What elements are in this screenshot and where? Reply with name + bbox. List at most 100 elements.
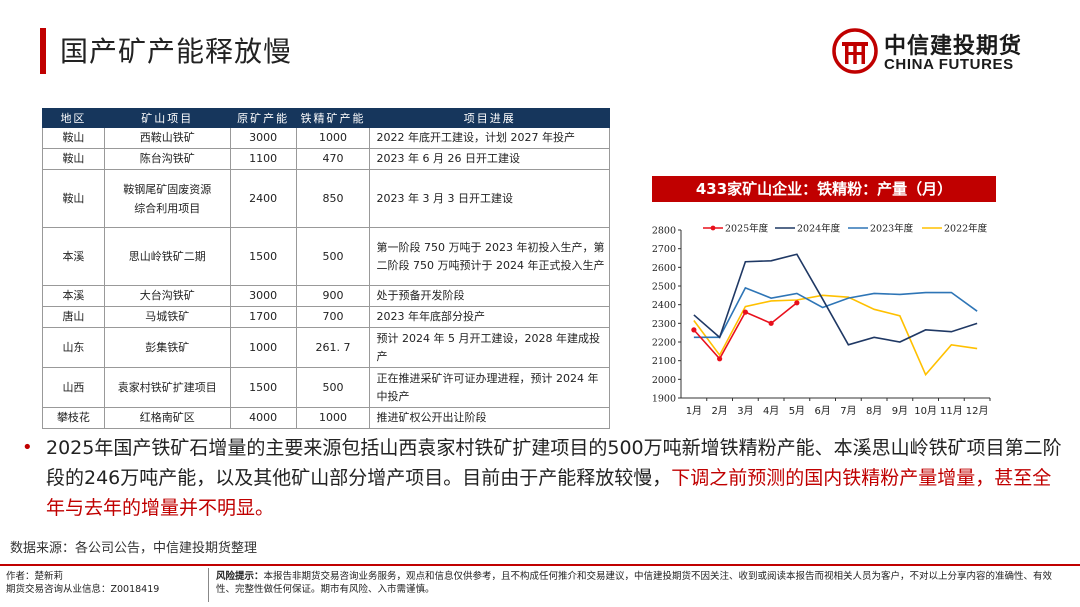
summary-text: 2025年国产铁矿石增量的主要来源包括山西袁家村铁矿扩建项目的500万吨新增铁精…	[46, 433, 1062, 523]
legend-label: 2023年度	[870, 223, 914, 235]
x-tick-label: 12月	[966, 405, 989, 417]
cell-region: 鞍山	[42, 148, 105, 170]
cell-concentrate: 500	[295, 367, 371, 408]
table-row: 本溪 思山岭铁矿二期 1500 500 第一阶段 750 万吨于 2023 年初…	[42, 227, 610, 286]
series-line-2024年度	[693, 253, 978, 346]
cell-ore: 1100	[229, 148, 297, 170]
risk-label: 风险提示：	[216, 571, 264, 582]
logo-chinese-name: 中信建投期货	[884, 34, 1023, 59]
cell-region: 鞍山	[42, 127, 105, 149]
column-header-region: 地区	[42, 108, 105, 128]
x-tick-label: 3月	[737, 405, 753, 417]
cell-ore: 4000	[229, 407, 297, 429]
data-point-2025年度	[691, 327, 697, 333]
cell-project: 西鞍山铁矿	[103, 127, 231, 149]
table-row: 鞍山 陈台沟铁矿 1100 470 2023 年 6 月 26 日开工建设	[42, 148, 610, 170]
column-header-project: 矿山项目	[103, 108, 231, 128]
data-point-2025年度	[742, 309, 748, 315]
cell-concentrate: 470	[295, 148, 371, 170]
cell-concentrate: 500	[295, 227, 371, 286]
legend-marker-2025年度	[710, 225, 716, 231]
cell-ore: 2400	[229, 169, 297, 228]
cell-concentrate: 900	[295, 285, 371, 307]
cell-ore: 3000	[229, 285, 297, 307]
data-point-2025年度	[717, 356, 723, 362]
table-header-row: 地区 矿山项目 原矿产能 铁精矿产能 项目进展	[42, 108, 610, 128]
cell-progress: 预计 2024 年 5 月开工建设，2028 年建成投产	[369, 327, 610, 368]
y-tick-label: 2400	[652, 300, 676, 311]
cell-region: 鞍山	[42, 169, 105, 228]
cell-concentrate: 1000	[295, 407, 371, 429]
cell-progress: 2023 年 6 月 26 日开工建设	[369, 148, 610, 170]
citic-logo-icon	[832, 28, 878, 74]
y-tick-label: 2200	[652, 338, 676, 349]
x-tick-label: 1月	[686, 405, 702, 417]
y-tick-label: 2700	[652, 244, 676, 255]
column-header-progress: 项目进展	[369, 108, 610, 128]
cell-ore: 3000	[229, 127, 297, 149]
cell-project: 袁家村铁矿扩建项目	[103, 367, 231, 408]
x-tick-label: 5月	[789, 405, 805, 417]
x-tick-label: 2月	[711, 405, 727, 417]
data-source: 数据来源：各公司公告，中信建投期货整理	[10, 541, 258, 556]
column-header-ore-capacity: 原矿产能	[229, 108, 297, 128]
page-title: 国产矿产能释放慢	[60, 35, 293, 68]
table-row: 本溪 大台沟铁矿 3000 900 处于预备开发阶段	[42, 285, 610, 307]
cell-progress: 正在推进采矿许可证办理进程，预计 2024 年中投产	[369, 367, 610, 408]
data-point-2025年度	[794, 300, 800, 306]
legend-label: 2022年度	[944, 223, 988, 235]
x-tick-label: 7月	[840, 405, 856, 417]
x-tick-label: 8月	[866, 405, 882, 417]
table-row: 鞍山 鞍钢尾矿固废资源综合利用项目 2400 850 2023 年 3 月 3 …	[42, 169, 610, 228]
cell-progress: 推进矿权公开出让阶段	[369, 407, 610, 429]
cell-project: 思山岭铁矿二期	[103, 227, 231, 286]
cell-ore: 1500	[229, 367, 297, 408]
cell-project: 红格南矿区	[103, 407, 231, 429]
series-line-2023年度	[693, 286, 978, 339]
y-tick-label: 1900	[652, 394, 676, 405]
table-row: 山西 袁家村铁矿扩建项目 1500 500 正在推进采矿许可证办理进程，预计 2…	[42, 367, 610, 408]
x-tick-label: 6月	[814, 405, 830, 417]
footer-separator	[208, 568, 209, 602]
risk-text: 本报告非期货交易咨询业务服务，观点和信息仅供参考，且不构成任何推介和交易建议，中…	[216, 571, 1053, 595]
cell-project: 大台沟铁矿	[103, 285, 231, 307]
series-line-2022年度	[693, 294, 978, 377]
x-tick-label: 9月	[892, 405, 908, 417]
license-number: 期货交易咨询从业信息：Z0018419	[6, 584, 160, 595]
cell-concentrate: 700	[295, 306, 371, 328]
cell-region: 本溪	[42, 285, 105, 307]
data-point-2025年度	[768, 320, 774, 326]
column-header-concentrate-capacity: 铁精矿产能	[295, 108, 371, 128]
risk-disclaimer: 风险提示：本报告非期货交易咨询业务服务，观点和信息仅供参考，且不构成任何推介和交…	[216, 570, 1056, 596]
cell-project: 鞍钢尾矿固废资源综合利用项目	[103, 169, 231, 228]
cell-project: 马城铁矿	[103, 306, 231, 328]
cell-region: 山东	[42, 327, 105, 368]
table-row: 攀枝花 红格南矿区 4000 1000 推进矿权公开出让阶段	[42, 407, 610, 429]
company-logo: 中信建投期货 CHINA FUTURES	[832, 26, 1032, 78]
cell-concentrate: 850	[295, 169, 371, 228]
table-row: 唐山 马城铁矿 1700 700 2023 年年底部分投产	[42, 306, 610, 328]
table-row: 山东 彭集铁矿 1000 261. 7 预计 2024 年 5 月开工建设，20…	[42, 327, 610, 368]
x-tick-label: 11月	[940, 405, 963, 417]
y-tick-label: 2500	[652, 282, 676, 293]
cell-progress: 第一阶段 750 万吨于 2023 年初投入生产，第二阶段 750 万吨预计于 …	[369, 227, 610, 286]
x-tick-label: 4月	[763, 405, 779, 417]
table-row: 鞍山 西鞍山铁矿 3000 1000 2022 年底开工建设，计划 2027 年…	[42, 127, 610, 149]
cell-progress: 处于预备开发阶段	[369, 285, 610, 307]
title-accent-bar	[40, 28, 46, 74]
author: 作者：楚新莉	[6, 571, 64, 582]
cell-concentrate: 261. 7	[295, 327, 371, 368]
cell-ore: 1700	[229, 306, 297, 328]
legend-label: 2024年度	[797, 223, 841, 235]
cell-region: 本溪	[42, 227, 105, 286]
cell-ore: 1500	[229, 227, 297, 286]
cell-region: 山西	[42, 367, 105, 408]
x-tick-label: 10月	[914, 405, 937, 417]
iron-concentrate-output-chart: 1900 2000 2100 2200 2300 2400 2500 2600 2700 2800…	[652, 223, 991, 417]
footer-divider	[0, 564, 1080, 566]
y-tick-label: 2100	[652, 356, 676, 367]
summary-text-normal: 2025年国产铁矿石增量的主要来源包括山西袁家村铁矿扩建项目的500万吨新增铁精…	[46, 437, 1062, 489]
cell-progress: 2023 年年底部分投产	[369, 306, 610, 328]
legend-label: 2025年度	[725, 223, 769, 235]
footer-author-info: 作者：楚新莉 期货交易咨询从业信息：Z0018419	[6, 570, 159, 596]
